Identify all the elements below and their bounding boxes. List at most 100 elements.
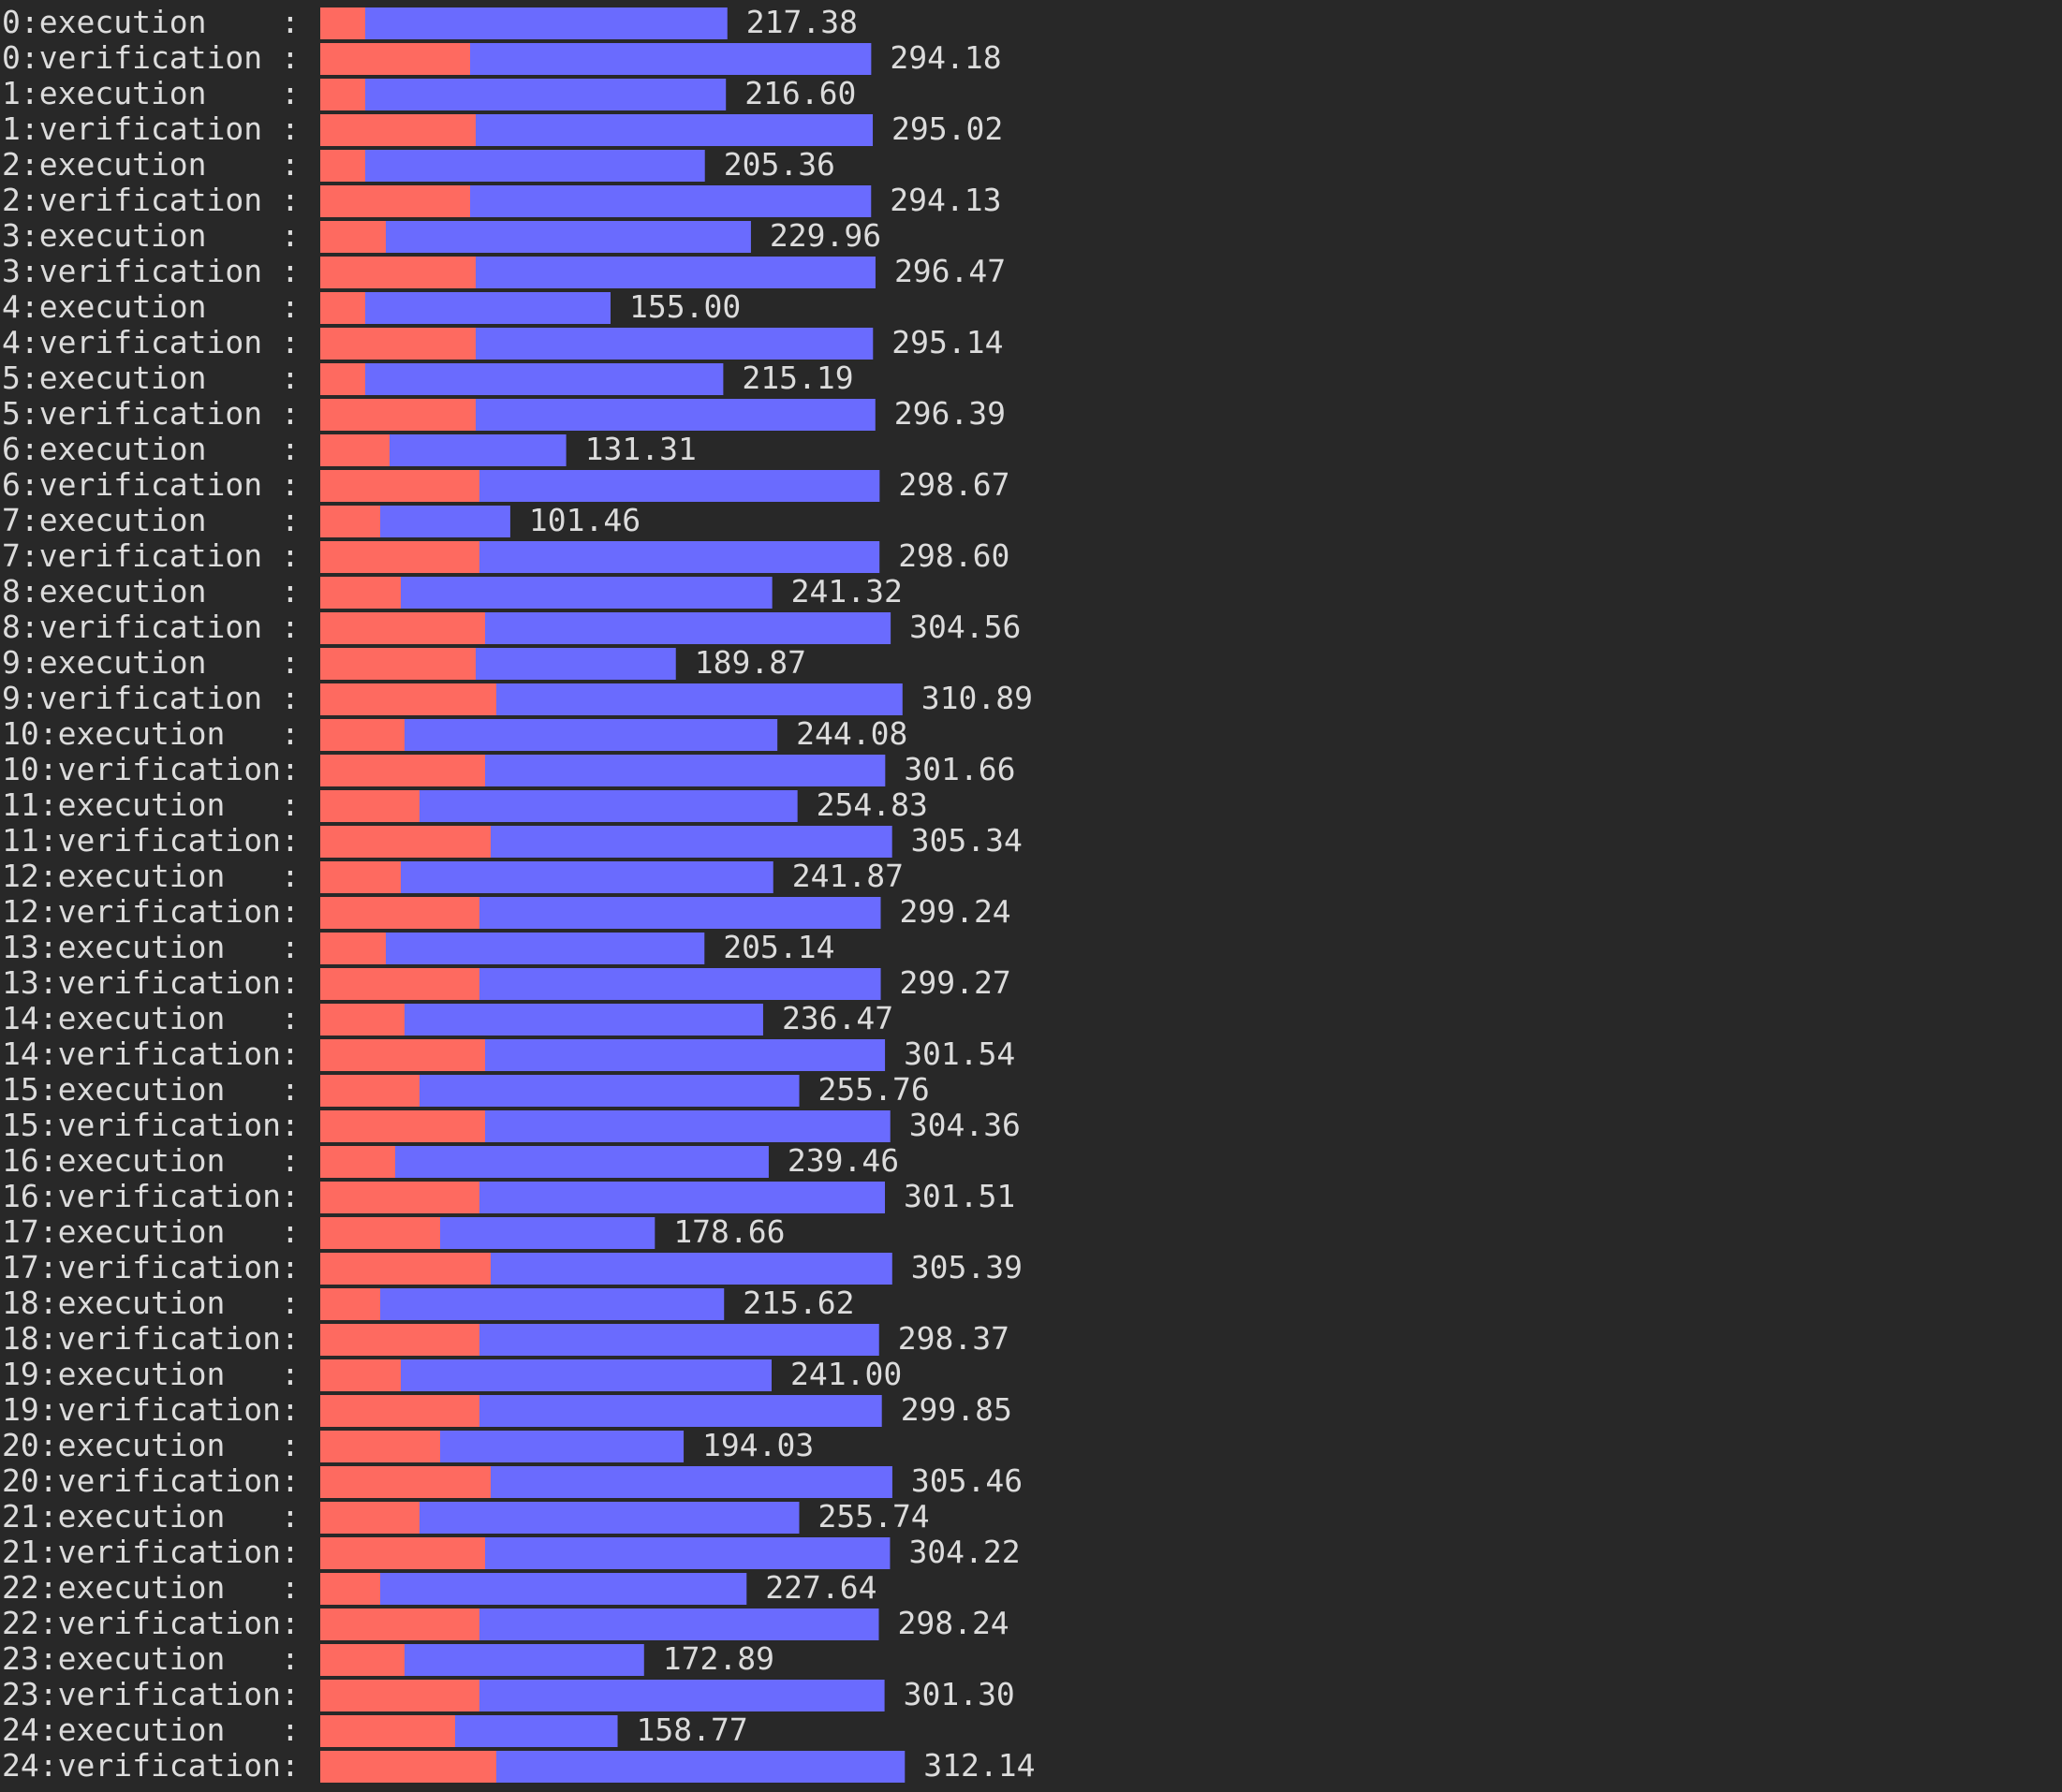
bar-segment-red	[320, 648, 476, 680]
bar-segment-blue	[401, 577, 773, 609]
category-label: 3:execution :	[2, 217, 300, 254]
total-value-label: 205.36	[724, 146, 835, 183]
chart-row: 15:verification: 304.36	[2, 1107, 1021, 1143]
category-label: 15:execution :	[2, 1071, 300, 1108]
bar-segment-blue	[491, 1253, 892, 1285]
category-label: 21:execution :	[2, 1498, 300, 1535]
bar-segment-red	[320, 328, 476, 360]
chart-row: 21:verification: 304.22	[2, 1534, 1021, 1570]
total-value-label: 205.14	[723, 929, 834, 965]
bar-segment-blue	[476, 399, 876, 431]
total-value-label: 304.36	[909, 1107, 1021, 1143]
bar-segment-blue	[479, 1395, 882, 1427]
bar-segment-red	[320, 7, 365, 39]
total-value-label: 236.47	[782, 1000, 893, 1036]
category-label: 4:execution :	[2, 288, 300, 325]
bar-segment-blue	[401, 861, 773, 893]
chart-row: 13:execution : 205.14	[2, 929, 834, 965]
chart-row: 19:execution : 241.00	[2, 1356, 902, 1392]
bar-segment-red	[320, 1146, 395, 1178]
bar-segment-red	[320, 541, 479, 573]
category-label: 18:execution :	[2, 1285, 300, 1321]
bar-segment-red	[320, 1288, 380, 1320]
bar-segment-red	[320, 1110, 485, 1142]
bar-segment-blue	[365, 363, 724, 395]
chart-row: 9:execution : 189.87	[2, 644, 806, 681]
chart-row: 2:verification : 294.13	[2, 182, 1001, 218]
bar-segment-red	[320, 1751, 496, 1783]
bar-segment-blue	[485, 1537, 891, 1569]
bar-segment-red	[320, 1253, 491, 1285]
chart-row: 1:verification : 295.02	[2, 110, 1003, 147]
bar-segment-red	[320, 1324, 479, 1356]
bar-segment-red	[320, 933, 386, 964]
total-value-label: 215.62	[743, 1285, 854, 1321]
total-value-label: 296.39	[894, 395, 1006, 432]
bar-segment-blue	[479, 541, 880, 573]
total-value-label: 298.67	[898, 466, 1009, 503]
chart-row: 17:verification: 305.39	[2, 1249, 1023, 1285]
bar-segment-red	[320, 1502, 420, 1534]
bar-segment-blue	[390, 434, 567, 466]
total-value-label: 189.87	[695, 644, 806, 681]
bar-segment-blue	[365, 150, 705, 182]
bar-segment-blue	[479, 470, 880, 502]
bar-segment-red	[320, 861, 401, 893]
bar-segment-red	[320, 826, 491, 858]
total-value-label: 296.47	[894, 253, 1006, 289]
chart-row: 11:execution : 254.83	[2, 786, 928, 823]
bar-segment-red	[320, 1004, 405, 1036]
total-value-label: 229.96	[770, 217, 881, 254]
category-label: 14:verification:	[2, 1036, 300, 1072]
chart-row: 9:verification : 310.89	[2, 680, 1033, 716]
bar-segment-red	[320, 399, 476, 431]
category-label: 20:execution :	[2, 1427, 300, 1463]
category-label: 17:verification:	[2, 1249, 300, 1285]
bar-segment-red	[320, 612, 485, 644]
bar-segment-blue	[470, 185, 872, 217]
category-label: 0:verification :	[2, 39, 300, 76]
category-label: 7:verification :	[2, 537, 300, 574]
total-value-label: 305.39	[911, 1249, 1023, 1285]
bar-segment-red	[320, 1715, 455, 1747]
category-label: 17:execution :	[2, 1213, 300, 1250]
category-label: 12:verification:	[2, 893, 300, 930]
bar-segment-blue	[455, 1715, 618, 1747]
total-value-label: 158.77	[637, 1711, 748, 1748]
bar-segment-red	[320, 185, 470, 217]
chart-row: 7:verification : 298.60	[2, 537, 1009, 574]
total-value-label: 301.66	[904, 751, 1015, 787]
total-value-label: 131.31	[585, 431, 697, 467]
bar-segment-blue	[479, 897, 881, 929]
chart-row: 20:verification: 305.46	[2, 1462, 1023, 1499]
chart-row: 20:execution : 194.03	[2, 1427, 814, 1463]
bar-segment-blue	[470, 43, 872, 75]
category-label: 8:verification :	[2, 609, 300, 645]
chart-row: 0:execution : 217.38	[2, 4, 858, 40]
bar-segment-blue	[479, 968, 881, 1000]
bar-segment-red	[320, 897, 479, 929]
bar-segment-blue	[491, 826, 892, 858]
chart-row: 19:verification: 299.85	[2, 1391, 1012, 1428]
chart-row: 16:execution : 239.46	[2, 1142, 899, 1179]
category-label: 10:execution :	[2, 715, 300, 752]
chart-row: 10:verification: 301.66	[2, 751, 1016, 787]
category-label: 24:verification:	[2, 1747, 300, 1784]
bar-segment-blue	[485, 1110, 891, 1142]
total-value-label: 299.85	[901, 1391, 1012, 1428]
bar-segment-blue	[440, 1431, 685, 1462]
total-value-label: 255.76	[818, 1071, 930, 1108]
chart-row: 11:verification: 305.34	[2, 822, 1023, 859]
category-label: 0:execution :	[2, 4, 300, 40]
bar-segment-red	[320, 470, 479, 502]
bar-segment-blue	[479, 1324, 879, 1356]
category-label: 7:execution :	[2, 502, 300, 538]
chart-row: 0:verification : 294.18	[2, 39, 1002, 76]
chart-row: 4:verification : 295.14	[2, 324, 1003, 360]
total-value-label: 241.32	[791, 573, 903, 610]
category-label: 8:execution :	[2, 573, 300, 610]
chart-row: 4:execution : 155.00	[2, 288, 741, 325]
bar-segment-red	[320, 577, 401, 609]
category-label: 19:verification:	[2, 1391, 300, 1428]
total-value-label: 304.22	[908, 1534, 1020, 1570]
